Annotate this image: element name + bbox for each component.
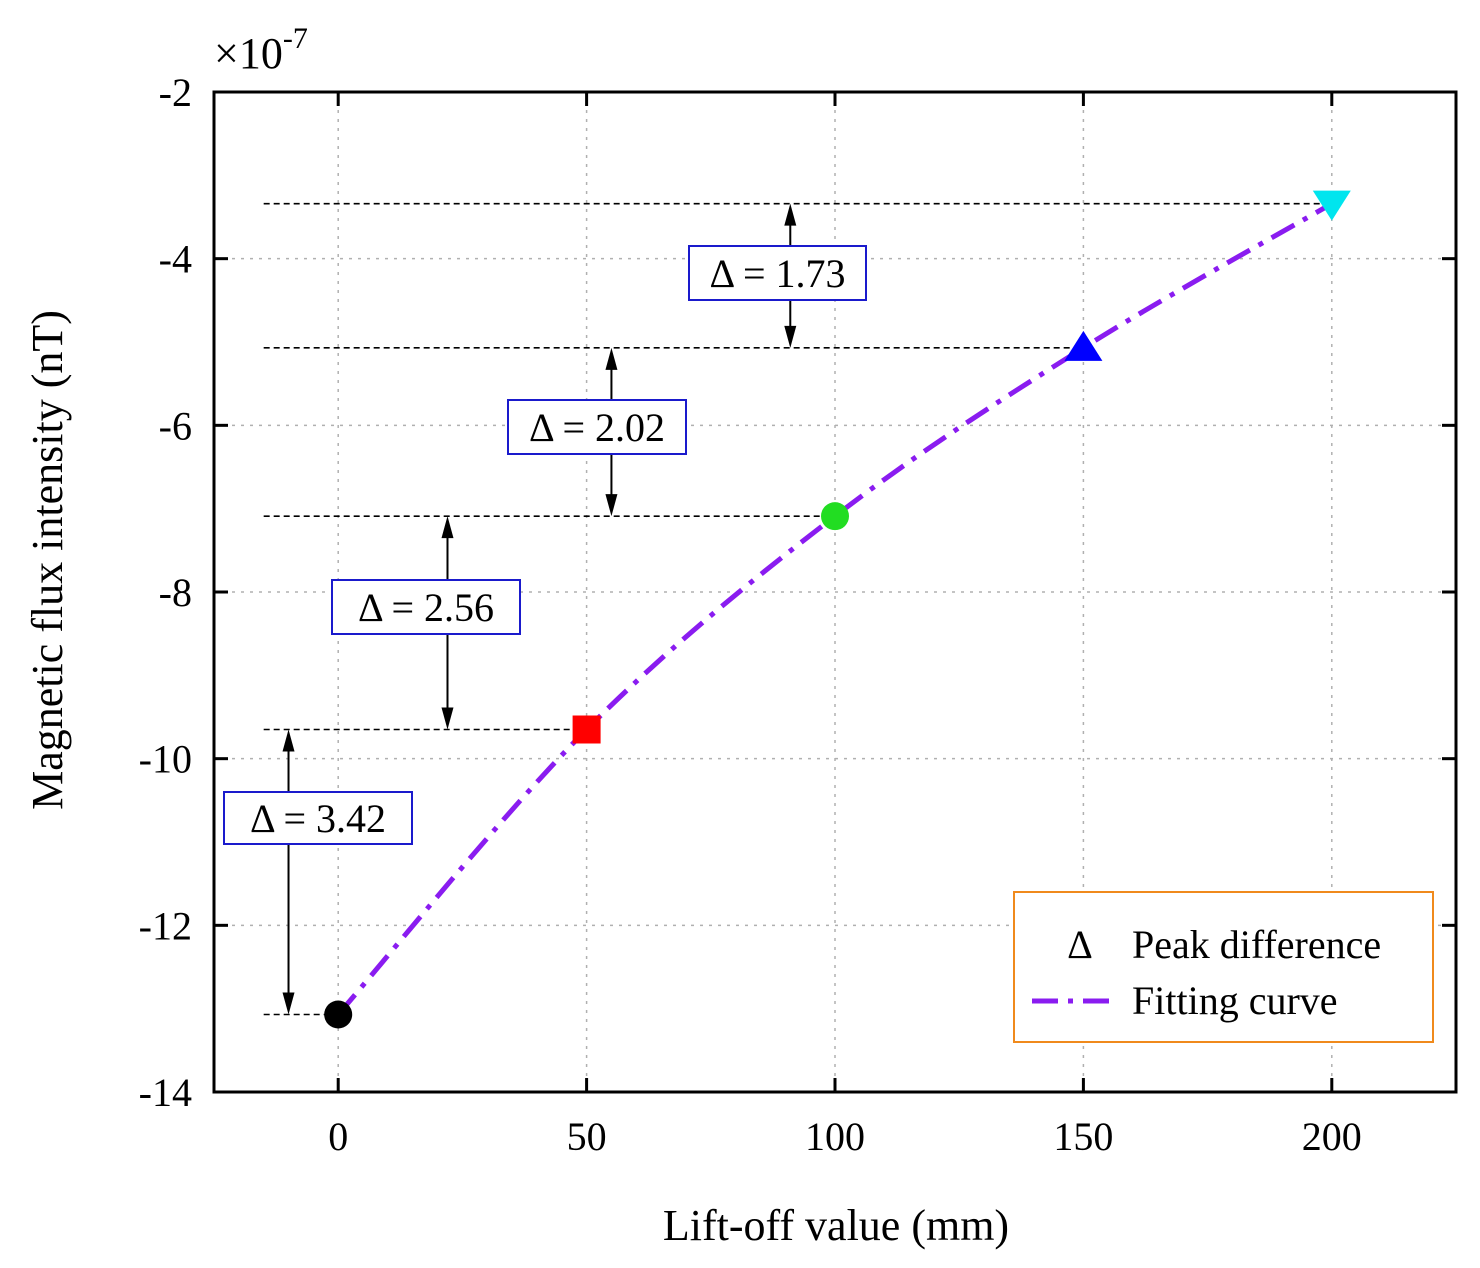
arrow-head	[441, 516, 454, 539]
y-multiplier: ×10-7	[214, 22, 308, 78]
y-tick-label: -10	[139, 737, 192, 782]
arrow-head	[282, 992, 295, 1015]
x-tick-label: 0	[328, 1114, 348, 1159]
annotation-box	[223, 791, 413, 845]
tick-labels: 0 50 100 150 200 -2 -4 -6 -8 -10 -12 -14	[139, 70, 1362, 1159]
y-tick-label: -2	[159, 70, 192, 115]
arrow-head	[441, 707, 454, 730]
x-tick-label: 50	[567, 1114, 607, 1159]
y-tick-label: -12	[139, 903, 192, 948]
annotation-label: Δ = 1.73	[709, 251, 845, 296]
x-tick-label: 200	[1302, 1114, 1362, 1159]
y-tick-label: -14	[139, 1070, 192, 1115]
arrow-head	[605, 494, 618, 517]
fitting-curve-line	[336, 201, 1334, 1017]
data-point-circle	[324, 1000, 353, 1029]
y-axis-title: Magnetic flux intensity (nT)	[23, 310, 72, 810]
y-tick-label: -6	[159, 403, 192, 448]
arrow-head	[784, 203, 797, 226]
legend-label-peak-difference: Peak difference	[1132, 922, 1381, 967]
legend-label-fitting-curve: Fitting curve	[1132, 978, 1338, 1023]
legend-box	[1013, 891, 1434, 1043]
annotation-box	[331, 579, 521, 635]
data-point-circle	[821, 502, 849, 531]
x-axis-title: Lift-off value (mm)	[663, 1201, 1009, 1250]
arrow-head	[282, 729, 295, 752]
y-multiplier-base: ×10	[214, 29, 283, 78]
annotations: Δ = 3.42 Δ = 2.56 Δ = 2.02 Δ = 1.73	[223, 245, 867, 845]
axes	[212, 90, 1458, 1094]
arrow-head	[605, 347, 618, 370]
x-tick-label: 100	[805, 1114, 865, 1159]
legend: Δ Peak difference Fitting curve	[1013, 891, 1434, 1043]
y-tick-label: -8	[159, 570, 192, 615]
data-point-triangle-down	[1312, 190, 1351, 221]
arrow-head	[784, 325, 797, 348]
annotation-box	[688, 245, 867, 301]
data-point-square	[572, 715, 601, 744]
data-point-triangle-up	[1064, 330, 1103, 361]
annotation-box	[507, 399, 687, 455]
y-tick-label: -4	[159, 237, 192, 282]
fitting-curve-layer	[336, 201, 1334, 1017]
annotation-label: Δ = 2.56	[358, 585, 494, 630]
x-tick-label: 150	[1053, 1114, 1113, 1159]
annotation-label: Δ = 2.02	[529, 405, 665, 450]
y-multiplier-exponent: -7	[283, 22, 308, 55]
legend-symbol-delta: Δ	[1067, 922, 1093, 967]
annotation-label: Δ = 3.42	[250, 796, 386, 841]
data-markers	[324, 190, 1351, 1029]
